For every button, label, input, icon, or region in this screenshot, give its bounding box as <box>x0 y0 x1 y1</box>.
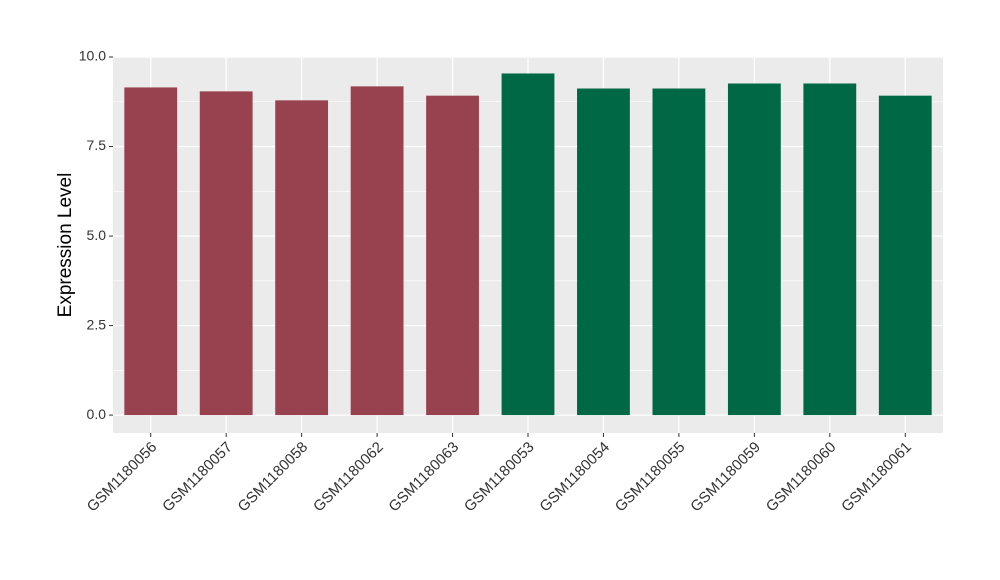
y-axis-title: Expression Level <box>55 173 76 318</box>
bar <box>577 88 630 416</box>
x-tick-label: GSM1180058 <box>235 439 312 516</box>
bar <box>199 91 253 416</box>
bar <box>501 73 555 416</box>
x-tick-label: GSM1180059 <box>687 439 764 516</box>
x-tick-label: GSM1180063 <box>385 439 462 516</box>
bar <box>350 86 404 416</box>
y-tick-label: 0.0 <box>87 406 107 422</box>
bar <box>727 83 781 416</box>
y-tick-label: 7.5 <box>87 137 107 153</box>
y-tick-label: 5.0 <box>87 227 107 243</box>
y-tick-label: 2.5 <box>87 316 107 332</box>
x-tick-label: GSM1180055 <box>612 439 689 516</box>
bar <box>426 95 479 416</box>
bar <box>124 87 178 416</box>
x-tick-label: GSM1180054 <box>536 439 613 516</box>
bar <box>803 83 857 416</box>
x-tick-label: GSM1180061 <box>838 439 915 516</box>
x-tick-label: GSM1180053 <box>461 439 538 516</box>
x-tick-label: GSM1180062 <box>310 439 387 516</box>
bar <box>652 88 706 416</box>
y-tick-label: 10.0 <box>79 48 106 64</box>
x-tick-label: GSM1180057 <box>159 439 236 516</box>
bar <box>275 100 329 416</box>
x-tick-label: GSM1180056 <box>84 439 161 516</box>
bar <box>878 95 932 416</box>
x-tick-label: GSM1180060 <box>763 439 840 516</box>
